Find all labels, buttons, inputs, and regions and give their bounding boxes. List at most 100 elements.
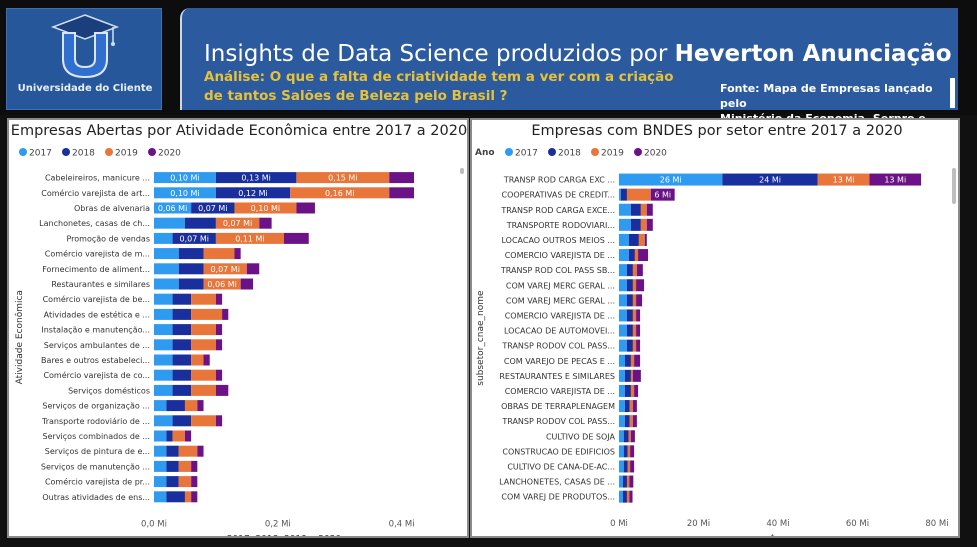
bar-segment xyxy=(203,354,210,366)
chart-empresas-abertas: Empresas Abertas por Atividade Econômica… xyxy=(11,123,467,544)
x-axis-title: 2017, 2018, 2019 e 2020 xyxy=(227,534,342,536)
category-label: Atividades de estética e ... xyxy=(44,309,150,319)
bar-segment xyxy=(389,172,414,184)
bar-segment xyxy=(624,354,631,367)
bar-segment xyxy=(638,249,649,262)
bar-segment xyxy=(154,400,167,412)
bar-segment xyxy=(215,187,291,199)
bar-segment xyxy=(191,202,235,214)
bar-segment xyxy=(154,202,192,214)
data-label: 0,07 Mi xyxy=(210,265,239,274)
bar-segment xyxy=(630,460,635,473)
bar-segment xyxy=(619,384,625,397)
page-title: Insights de Data Science produzidos por … xyxy=(204,41,952,67)
bar-segment xyxy=(630,218,641,231)
bar-segment xyxy=(166,476,179,488)
bar-segment xyxy=(623,460,628,473)
bar-segment xyxy=(634,249,639,262)
category-label: Bares e outros estabeleci... xyxy=(41,356,150,365)
bar-segment xyxy=(222,308,229,320)
bar-segment xyxy=(184,491,192,503)
category-label: TRANSPORTE RODOVIARI... xyxy=(506,221,615,230)
bar-segment xyxy=(154,369,173,381)
header: Universidade do Cliente Insights de Data… xyxy=(0,0,977,140)
bar-segment xyxy=(172,415,192,427)
bar-segment xyxy=(722,173,818,186)
bar-segment xyxy=(626,490,630,503)
data-label: 26 Mi xyxy=(660,176,682,185)
bar-segment xyxy=(215,293,223,305)
category-label: Serviços domésticos xyxy=(68,385,150,395)
bar-segment xyxy=(634,354,641,367)
bar-segment xyxy=(630,384,635,397)
bar-segment xyxy=(629,400,633,413)
bar-segment xyxy=(619,445,624,458)
bar-segment xyxy=(184,217,216,229)
bar-segment xyxy=(619,460,624,473)
scrollbar-thumb xyxy=(952,168,956,204)
legend-label: 2017 xyxy=(515,149,538,159)
bar-segment xyxy=(636,324,641,337)
bar-segment xyxy=(172,339,192,351)
legend-marker xyxy=(591,148,599,156)
legend-marker xyxy=(105,148,113,156)
chart-panel-right[interactable]: Empresas com BNDES por setor entre 2017 … xyxy=(470,118,960,544)
bar-segment xyxy=(296,172,390,184)
data-label: 0,11 Mi xyxy=(235,234,264,243)
category-label: TRANSP RODOV COL PASS... xyxy=(501,417,615,426)
bar-segment xyxy=(191,354,204,366)
category-label: Outras atividades de ens... xyxy=(42,493,150,502)
title-author: Heverton Anunciação xyxy=(674,41,952,67)
bar-segment xyxy=(203,263,247,275)
bar-segment xyxy=(632,415,637,428)
bar-segment xyxy=(178,445,198,457)
bar-segment xyxy=(622,475,627,488)
bar-segment xyxy=(629,490,633,503)
bar-segment xyxy=(630,430,635,443)
bar-segment xyxy=(619,490,623,503)
category-label: RESTAURANTES E SIMILARES xyxy=(499,372,615,381)
bar-segment xyxy=(634,384,639,397)
bar-segment xyxy=(632,324,637,337)
bar-segment xyxy=(640,203,647,216)
bar-segment xyxy=(166,491,185,503)
bar-segment xyxy=(650,188,675,201)
category-label: Comércio varejista de be... xyxy=(43,294,150,304)
bar-segment xyxy=(636,264,643,277)
x-tick-label: 80 Mi xyxy=(925,519,948,529)
bar-segment xyxy=(619,203,631,216)
category-label: Transporte rodoviário de ... xyxy=(41,417,150,426)
category-label: TRANSP ROD COL PASS SB... xyxy=(500,266,615,275)
bar-segment xyxy=(197,400,204,412)
bar-segment xyxy=(154,278,179,290)
x-tick-label: 0,2 Mi xyxy=(265,519,291,529)
chart-title: Empresas Abertas por Atividade Econômica… xyxy=(11,123,467,139)
logo-text: Universidade do Cliente xyxy=(17,83,153,94)
bar-segment xyxy=(619,294,627,307)
bar-segment xyxy=(619,249,629,262)
bar-segment xyxy=(632,369,641,382)
chart-panel-left[interactable]: Empresas Abertas por Atividade Econômica… xyxy=(7,118,469,544)
analysis-line-2: de tantos Salões de Beleza pelo Brasil ? xyxy=(204,88,508,104)
legend-marker xyxy=(548,148,556,156)
bar-segment xyxy=(191,293,216,305)
bar-segment xyxy=(619,430,624,443)
bar-segment xyxy=(166,460,179,472)
bar-segment xyxy=(624,400,630,413)
bar-segment xyxy=(215,369,223,381)
x-tick-label: 0 Mi xyxy=(610,519,628,529)
category-label: Comércio varejista de art... xyxy=(41,188,150,198)
bar-segment xyxy=(624,415,630,428)
bar-segment xyxy=(619,188,621,201)
category-label: COM VAREJ MERC GERAL ... xyxy=(506,296,615,305)
data-label: 0,07 Mi xyxy=(179,234,208,243)
scrollbar-thumb xyxy=(460,168,464,174)
category-label: Cabeleireiros, manicure ... xyxy=(45,174,150,183)
bar-segment xyxy=(191,384,216,396)
bar-segment xyxy=(172,293,192,305)
bar-segment xyxy=(154,476,167,488)
source-divider xyxy=(950,78,955,108)
bar-segment xyxy=(626,294,633,307)
category-label: LOCACAO OUTROS MEIOS ... xyxy=(501,236,615,245)
legend-label: 2018 xyxy=(558,149,581,159)
